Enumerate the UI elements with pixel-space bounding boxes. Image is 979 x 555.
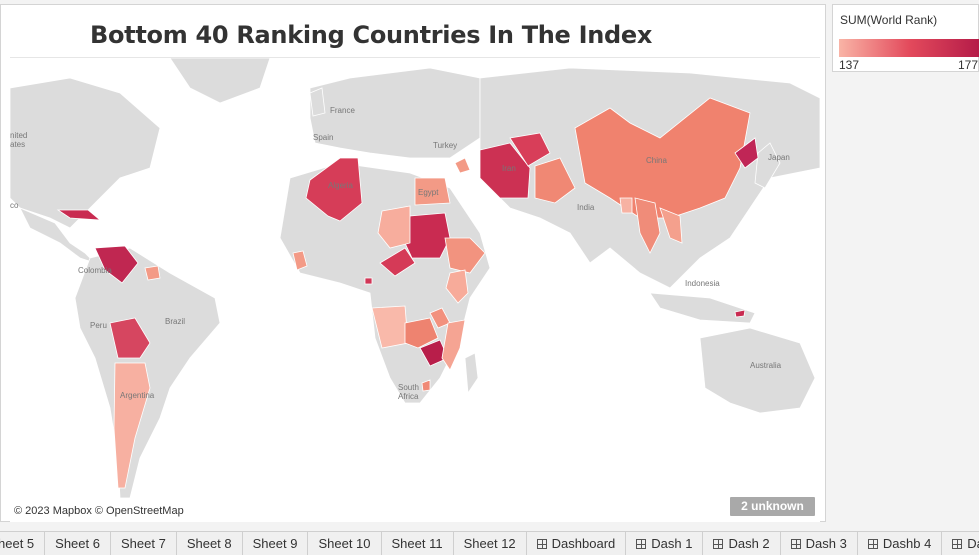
tab-dash-1[interactable]: Dash 1 (626, 532, 703, 555)
dashboard-grid-icon (537, 539, 547, 549)
dashboard-grid-icon (952, 539, 962, 549)
tab-label: Sheet 7 (121, 532, 166, 555)
land-north-america (10, 78, 160, 228)
tab-sheet-10[interactable]: Sheet 10 (308, 532, 381, 555)
country-guyana[interactable] (145, 266, 160, 280)
label-japan: Japan (768, 153, 790, 162)
legend-title: SUM(World Rank) (840, 13, 937, 27)
label-egypt: Egypt (418, 188, 439, 197)
label-spain: Spain (313, 133, 333, 142)
tab-label: Sheet 10 (318, 532, 370, 555)
dashboard-grid-icon (713, 539, 723, 549)
tab-label: Sheet 8 (187, 532, 232, 555)
label-australia: Australia (750, 361, 782, 370)
dashboard-grid-icon (636, 539, 646, 549)
dashboard-panel: Bottom 40 Ranking Countries In The Index (0, 4, 826, 522)
country-turkey-east[interactable] (455, 158, 470, 173)
tab-dashb[interactable]: Dashb (942, 532, 979, 555)
tab-sheet-8[interactable]: Sheet 8 (177, 532, 243, 555)
tab-sheet-9[interactable]: Sheet 9 (243, 532, 309, 555)
dashboard-title: Bottom 40 Ranking Countries In The Index (90, 21, 652, 49)
tab-sheet-6[interactable]: Sheet 6 (45, 532, 111, 555)
map-attribution[interactable]: © 2023 Mapbox © OpenStreetMap (14, 505, 184, 517)
label-peru: Peru (90, 321, 107, 330)
legend-max-value: 177 (958, 58, 978, 72)
tab-sheet-7[interactable]: Sheet 7 (111, 532, 177, 555)
legend-gradient-bar (839, 39, 979, 57)
land-indonesia (650, 293, 755, 323)
unknown-indicator-button[interactable]: 2 unknown (730, 497, 815, 516)
label-algeria: Algeria (328, 181, 353, 190)
tab-dash-3[interactable]: Dash 3 (781, 532, 858, 555)
dashboard-grid-icon (791, 539, 801, 549)
legend-min-value: 137 (839, 58, 859, 72)
land-greenland (170, 58, 270, 103)
tab-sheet-11[interactable]: Sheet 11 (382, 532, 454, 555)
land-madagascar (465, 353, 478, 393)
label-iran: Iran (502, 164, 516, 173)
tab-heet-5[interactable]: heet 5 (0, 532, 45, 555)
tab-label: Dash 2 (728, 532, 769, 555)
label-colombia: Colombia (78, 266, 112, 275)
tab-label: Dash 1 (651, 532, 692, 555)
tab-label: Dashb 4 (883, 532, 931, 555)
label-france: France (330, 106, 355, 115)
land-south-america (75, 248, 220, 498)
tab-label: Dashboard (552, 532, 616, 555)
label-indonesia: Indonesia (685, 279, 720, 288)
color-legend: SUM(World Rank) 137 177 (832, 4, 979, 72)
label-turkey: Turkey (433, 141, 457, 150)
land-uk (310, 88, 325, 116)
label-india: India (577, 203, 595, 212)
label-brazil: Brazil (165, 317, 185, 326)
dashboard-grid-icon (868, 539, 878, 549)
label-mexico: co (10, 201, 19, 210)
tab-dashb-4[interactable]: Dashb 4 (858, 532, 942, 555)
country-west-africa-dot[interactable] (365, 278, 372, 284)
tab-label: Sheet 6 (55, 532, 100, 555)
label-argentina: Argentina (120, 391, 155, 400)
tab-row: heet 5 Sheet 6 Sheet 7 Sheet 8 Sheet 9 Sheet … (0, 532, 979, 555)
sheet-tab-bar: heet 5 Sheet 6 Sheet 7 Sheet 8 Sheet 9 Sheet … (0, 531, 979, 555)
tab-label: Sheet 11 (392, 532, 443, 555)
tab-label: Sheet 9 (253, 532, 298, 555)
tab-label: Dashb (967, 532, 979, 555)
tab-label: Sheet 12 (464, 532, 516, 555)
land-australia (700, 328, 815, 413)
tab-dashboard[interactable]: Dashboard (527, 532, 627, 555)
tab-sheet-12[interactable]: Sheet 12 (454, 532, 527, 555)
country-sudan[interactable] (405, 213, 450, 258)
label-china: China (646, 156, 667, 165)
tab-label: Dash 3 (806, 532, 847, 555)
country-bangladesh[interactable] (620, 198, 632, 213)
tab-label: heet 5 (0, 532, 34, 555)
tab-dash-2[interactable]: Dash 2 (703, 532, 780, 555)
